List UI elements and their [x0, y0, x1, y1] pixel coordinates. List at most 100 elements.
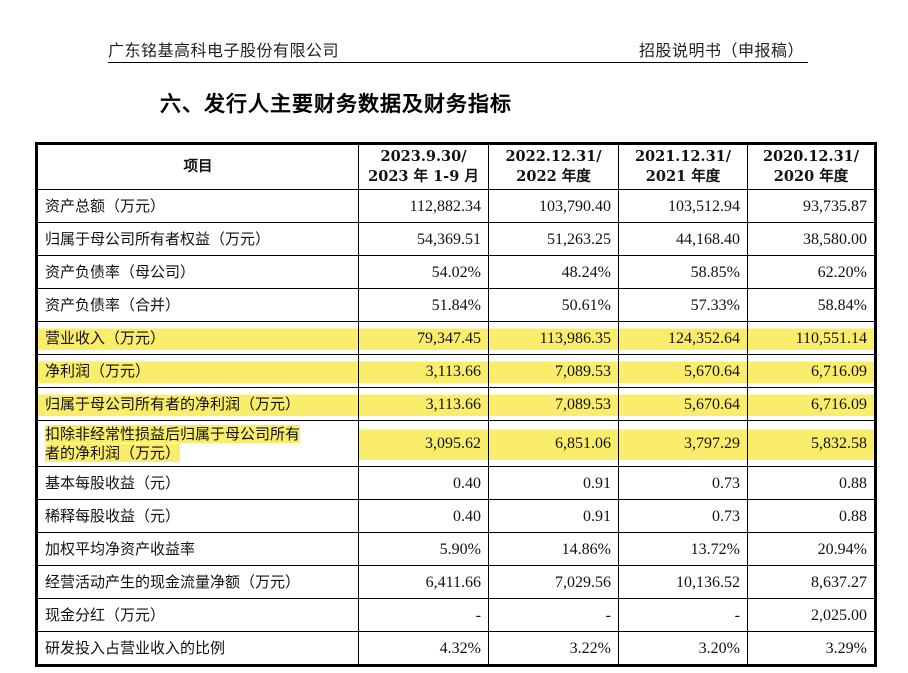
cell-value: 0.40 — [358, 466, 489, 500]
cell-value: 62.20% — [747, 255, 876, 289]
column-header-line2: 2023 年 1-9 月 — [368, 168, 479, 185]
row-label: 基本每股收益（元） — [36, 466, 359, 500]
table-row-parent-equity: 归属于母公司所有者权益（万元） 54,369.51 51,263.25 44,1… — [36, 222, 876, 256]
cell-value: - — [358, 598, 489, 632]
cell-value: 112,882.34 — [358, 189, 489, 223]
column-header-label: 项目 — [183, 158, 213, 175]
cell-value: 58.85% — [618, 255, 748, 289]
table-row-net-profit: 净利润（万元） 3,113.66 7,089.53 5,670.64 6,716… — [36, 354, 876, 388]
cell-value: 0.88 — [747, 499, 876, 533]
cell-value: 2,025.00 — [747, 598, 876, 632]
cell-value: 7,089.53 — [488, 387, 619, 421]
table-row-cash-dividend: 现金分红（万元） - - - 2,025.00 — [36, 598, 876, 632]
cell-value: 7,029.56 — [488, 565, 619, 599]
row-label: 净利润（万元） — [36, 354, 359, 388]
cell-value: 0.73 — [618, 499, 748, 533]
column-header-line2: 2022 年度 — [516, 168, 591, 185]
cell-value: 6,851.06 — [488, 420, 619, 467]
cell-value: 110,551.14 — [747, 321, 876, 355]
cell-value: 5.90% — [358, 532, 489, 566]
row-label: 营业收入（万元） — [36, 321, 359, 355]
cell-value: 113,986.35 — [488, 321, 619, 355]
cell-value: 6,411.66 — [358, 565, 489, 599]
row-label: 资产总额（万元） — [36, 189, 359, 223]
table-row-operating-cash-flow: 经营活动产生的现金流量净额（万元） 6,411.66 7,029.56 10,1… — [36, 565, 876, 599]
column-header-2022: 2022.12.31/2022 年度 — [488, 143, 619, 190]
cell-value: 8,637.27 — [747, 565, 876, 599]
cell-value: 7,089.53 — [488, 354, 619, 388]
row-label: 扣除非经常性损益后归属于母公司所有 者的净利润（万元） — [36, 420, 359, 467]
row-label-line1: 扣除非经常性损益后归属于母公司所有 — [45, 424, 301, 443]
cell-value: 10,136.52 — [618, 565, 748, 599]
cell-value: 0.91 — [488, 466, 619, 500]
cell-value: 0.88 — [747, 466, 876, 500]
table-row-roe: 加权平均净资产收益率 5.90% 14.86% 13.72% 20.94% — [36, 532, 876, 566]
column-header-item: 项目 — [36, 143, 359, 190]
cell-value: 5,670.64 — [618, 354, 748, 388]
table-row-debt-ratio-parent: 资产负债率（母公司） 54.02% 48.24% 58.85% 62.20% — [36, 255, 876, 289]
column-header-2023q3: 2023.9.30/2023 年 1-9 月 — [358, 143, 489, 190]
company-name: 广东铭基高科电子股份有限公司 — [108, 41, 340, 60]
column-header-line1: 2022.12.31/ — [505, 148, 602, 165]
cell-value: 4.32% — [358, 631, 489, 666]
cell-value: 3.22% — [488, 631, 619, 666]
cell-value: 3.20% — [618, 631, 748, 666]
row-label: 现金分红（万元） — [36, 598, 359, 632]
cell-value: 79,347.45 — [358, 321, 489, 355]
cell-value: 6,716.09 — [747, 354, 876, 388]
table-row-parent-net-profit: 归属于母公司所有者的净利润（万元） 3,113.66 7,089.53 5,67… — [36, 387, 876, 421]
table-row-diluted-eps: 稀释每股收益（元） 0.40 0.91 0.73 0.88 — [36, 499, 876, 533]
row-label: 研发投入占营业收入的比例 — [36, 631, 359, 666]
table-row-revenue: 营业收入（万元） 79,347.45 113,986.35 124,352.64… — [36, 321, 876, 355]
page-header: 广东铭基高科电子股份有限公司 招股说明书（申报稿） — [108, 34, 808, 63]
row-label: 稀释每股收益（元） — [36, 499, 359, 533]
cell-value: 3,113.66 — [358, 387, 489, 421]
cell-value: 57.33% — [618, 288, 748, 322]
cell-value: 6,716.09 — [747, 387, 876, 421]
cell-value: 0.91 — [488, 499, 619, 533]
cell-value: 14.86% — [488, 532, 619, 566]
cell-value: 58.84% — [747, 288, 876, 322]
cell-value: - — [488, 598, 619, 632]
cell-value: 54,369.51 — [358, 222, 489, 256]
cell-value: 103,790.40 — [488, 189, 619, 223]
table-row-adjusted-net-profit: 扣除非经常性损益后归属于母公司所有 者的净利润（万元） 3,095.62 6,85… — [36, 420, 876, 467]
table-header-row: 项目 2023.9.30/2023 年 1-9 月 2022.12.31/202… — [36, 143, 876, 190]
column-header-2020: 2020.12.31/2020 年度 — [747, 143, 876, 190]
row-label: 归属于母公司所有者的净利润（万元） — [36, 387, 359, 421]
cell-value: 0.40 — [358, 499, 489, 533]
row-label: 资产负债率（母公司） — [36, 255, 359, 289]
cell-value: 3,113.66 — [358, 354, 489, 388]
table-row-total-assets: 资产总额（万元） 112,882.34 103,790.40 103,512.9… — [36, 189, 876, 223]
cell-value: 44,168.40 — [618, 222, 748, 256]
cell-value: 13.72% — [618, 532, 748, 566]
row-label: 加权平均净资产收益率 — [36, 532, 359, 566]
cell-value: - — [618, 598, 748, 632]
row-label: 归属于母公司所有者权益（万元） — [36, 222, 359, 256]
section-title: 六、发行人主要财务数据及财务指标 — [160, 92, 512, 116]
column-header-line1: 2023.9.30/ — [380, 148, 467, 165]
column-header-line1: 2021.12.31/ — [634, 148, 732, 165]
cell-value: 3,095.62 — [358, 420, 489, 467]
column-header-line2: 2020 年度 — [773, 168, 849, 185]
row-label-line2: 者的净利润（万元） — [45, 443, 181, 462]
table-row-rd-ratio: 研发投入占营业收入的比例 4.32% 3.22% 3.20% 3.29% — [36, 631, 876, 666]
cell-value: 3,797.29 — [618, 420, 748, 467]
table-row-debt-ratio-consolidated: 资产负债率（合并） 51.84% 50.61% 57.33% 58.84% — [36, 288, 876, 322]
cell-value: 38,580.00 — [747, 222, 876, 256]
financial-indicators-table: 项目 2023.9.30/2023 年 1-9 月 2022.12.31/202… — [35, 142, 877, 667]
cell-value: 5,832.58 — [747, 420, 876, 467]
column-header-2021: 2021.12.31/2021 年度 — [618, 143, 748, 190]
row-label: 资产负债率（合并） — [36, 288, 359, 322]
document-type: 招股说明书（申报稿） — [638, 41, 804, 60]
cell-value: 48.24% — [488, 255, 619, 289]
cell-value: 103,512.94 — [618, 189, 748, 223]
cell-value: 93,735.87 — [747, 189, 876, 223]
column-header-line2: 2021 年度 — [645, 168, 721, 185]
cell-value: 5,670.64 — [618, 387, 748, 421]
cell-value: 50.61% — [488, 288, 619, 322]
cell-value: 51,263.25 — [488, 222, 619, 256]
cell-value: 124,352.64 — [618, 321, 748, 355]
column-header-line1: 2020.12.31/ — [762, 148, 860, 165]
cell-value: 0.73 — [618, 466, 748, 500]
